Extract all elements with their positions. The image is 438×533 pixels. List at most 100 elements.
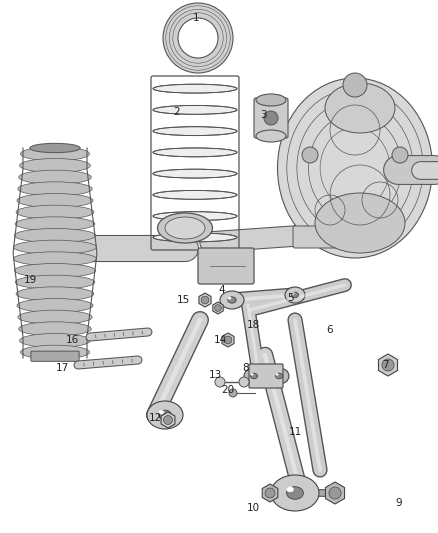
Text: 16: 16 [65, 335, 79, 345]
Circle shape [215, 377, 225, 387]
Ellipse shape [251, 373, 258, 379]
Text: 20: 20 [222, 385, 235, 395]
Ellipse shape [153, 148, 237, 157]
Circle shape [239, 377, 249, 387]
Ellipse shape [315, 193, 405, 253]
Text: 9: 9 [396, 498, 403, 508]
Ellipse shape [21, 345, 89, 359]
Ellipse shape [165, 217, 205, 239]
Ellipse shape [276, 373, 283, 379]
Ellipse shape [14, 240, 96, 254]
Ellipse shape [20, 158, 90, 173]
Ellipse shape [153, 84, 237, 93]
Ellipse shape [228, 297, 236, 303]
Ellipse shape [15, 275, 95, 289]
Ellipse shape [159, 410, 164, 414]
Ellipse shape [18, 310, 92, 324]
Text: 4: 4 [219, 285, 225, 295]
Polygon shape [213, 302, 223, 314]
Text: 13: 13 [208, 370, 222, 380]
Ellipse shape [292, 292, 299, 298]
Ellipse shape [18, 182, 92, 196]
Ellipse shape [244, 368, 264, 384]
FancyBboxPatch shape [198, 248, 254, 284]
Polygon shape [222, 333, 234, 347]
FancyBboxPatch shape [293, 226, 342, 248]
Circle shape [215, 305, 221, 311]
Ellipse shape [14, 263, 95, 278]
FancyBboxPatch shape [254, 98, 288, 138]
Ellipse shape [251, 373, 254, 376]
Polygon shape [161, 412, 175, 428]
Text: 5: 5 [288, 293, 294, 303]
Ellipse shape [16, 205, 94, 219]
Circle shape [392, 147, 408, 163]
Ellipse shape [17, 193, 93, 207]
Ellipse shape [153, 169, 237, 178]
Text: 2: 2 [174, 107, 180, 117]
Ellipse shape [20, 334, 90, 348]
Text: 7: 7 [381, 360, 389, 370]
Ellipse shape [15, 217, 95, 231]
Ellipse shape [21, 147, 89, 161]
Ellipse shape [256, 130, 286, 142]
Text: 1: 1 [193, 13, 199, 23]
Ellipse shape [30, 143, 80, 152]
Ellipse shape [271, 475, 319, 511]
Ellipse shape [228, 297, 231, 300]
Circle shape [229, 389, 237, 397]
Ellipse shape [276, 373, 279, 376]
Text: 17: 17 [55, 363, 69, 373]
Ellipse shape [256, 94, 286, 106]
Circle shape [343, 73, 367, 97]
Circle shape [265, 488, 275, 498]
Ellipse shape [153, 127, 237, 135]
Text: 8: 8 [243, 363, 249, 373]
Text: 19: 19 [23, 275, 37, 285]
Circle shape [224, 336, 232, 344]
Ellipse shape [153, 233, 237, 242]
Polygon shape [378, 354, 398, 376]
Circle shape [164, 416, 173, 424]
Ellipse shape [158, 213, 212, 243]
FancyBboxPatch shape [31, 351, 79, 361]
Text: 15: 15 [177, 295, 190, 305]
Circle shape [264, 111, 278, 125]
Text: 18: 18 [246, 320, 260, 330]
Text: 14: 14 [213, 335, 226, 345]
Ellipse shape [325, 83, 395, 133]
FancyBboxPatch shape [249, 364, 283, 388]
Ellipse shape [153, 190, 237, 199]
Ellipse shape [153, 106, 237, 114]
Ellipse shape [292, 292, 294, 295]
Ellipse shape [286, 487, 304, 499]
Circle shape [329, 487, 341, 499]
Ellipse shape [16, 287, 94, 301]
Text: 6: 6 [327, 325, 333, 335]
Ellipse shape [153, 212, 237, 221]
Ellipse shape [19, 170, 91, 184]
Polygon shape [199, 293, 211, 307]
Text: 3: 3 [260, 110, 266, 120]
Text: 10: 10 [247, 503, 260, 513]
Circle shape [201, 296, 209, 304]
Ellipse shape [14, 252, 96, 266]
Ellipse shape [19, 322, 91, 336]
Ellipse shape [269, 368, 289, 384]
Ellipse shape [159, 410, 171, 420]
Polygon shape [325, 482, 345, 504]
Ellipse shape [14, 229, 95, 243]
Ellipse shape [220, 291, 244, 309]
Ellipse shape [17, 298, 93, 312]
Circle shape [163, 3, 233, 73]
Ellipse shape [285, 287, 305, 303]
Text: 12: 12 [148, 413, 162, 423]
Ellipse shape [278, 78, 432, 258]
Text: 11: 11 [288, 427, 302, 437]
Circle shape [178, 18, 218, 58]
Polygon shape [262, 484, 278, 502]
Circle shape [382, 359, 394, 371]
Ellipse shape [286, 487, 294, 492]
Ellipse shape [147, 401, 183, 429]
Circle shape [302, 147, 318, 163]
